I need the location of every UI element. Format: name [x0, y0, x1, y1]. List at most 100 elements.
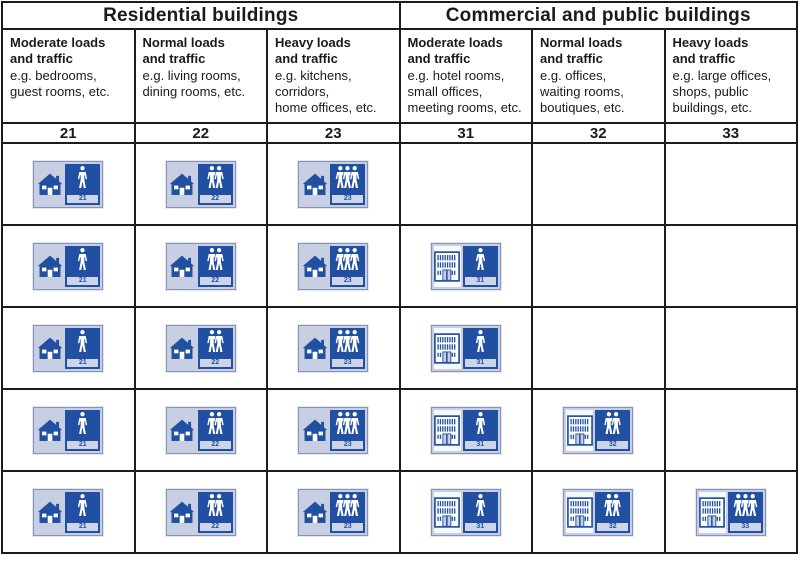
usage-class-cell-21: 21: [1, 306, 136, 390]
one-person-icon: [77, 164, 89, 189]
two-persons-icon: [206, 328, 225, 353]
usage-class-icon-23: 23: [298, 324, 369, 372]
column-examples: e.g. bedrooms, guest rooms, etc.: [10, 67, 110, 99]
one-person-icon: [474, 410, 486, 435]
persons-panel: 22: [197, 409, 233, 451]
usage-class-icon-22: 22: [165, 242, 236, 290]
persons-panel: 32: [595, 409, 631, 451]
column-header-31: Moderate loads and traffic e.g. hotel ro…: [398, 28, 533, 124]
office-building-icon: [566, 496, 593, 528]
house-panel: [36, 245, 64, 287]
class-number-label: 31: [464, 276, 496, 285]
house-icon: [302, 419, 328, 441]
house-icon: [37, 419, 63, 441]
class-number-label: 22: [199, 522, 231, 531]
class-number-label: 22: [199, 194, 231, 203]
class-number-label: 23: [332, 358, 364, 367]
usage-class-cell-21: 21: [1, 388, 136, 472]
house-panel: [301, 163, 329, 205]
commercial-group-header: Commercial and public buildings: [398, 1, 798, 30]
usage-class-cell-22: 22: [133, 224, 268, 308]
empty-cell: [663, 142, 798, 226]
usage-class-cell-31: 31: [398, 306, 533, 390]
class-number-label: 31: [464, 522, 496, 531]
column-examples: e.g. hotel rooms, small offices, meeting…: [407, 67, 522, 116]
class-number-label: 23: [332, 522, 364, 531]
usage-class-icon-21: 21: [33, 160, 104, 208]
column-examples: e.g. living rooms, dining rooms, etc.: [142, 67, 246, 99]
persons-panel: 32: [595, 491, 631, 533]
grid-body: 21 22 23 21 22 23 31 21 22 23 31 21 22 23 31 32 21 22 23 31…: [1, 142, 798, 554]
usage-class-table: Residential buildings Commercial and pub…: [1, 1, 798, 554]
persons-panel: 23: [330, 491, 366, 533]
office-building-icon: [434, 250, 461, 282]
usage-class-icon-21: 21: [33, 324, 104, 372]
house-panel: [168, 245, 196, 287]
usage-class-cell-32: 32: [531, 388, 666, 472]
usage-class-cell-21: 21: [1, 470, 136, 554]
usage-class-cell-23: 23: [266, 388, 401, 472]
office-building-panel: [566, 409, 594, 451]
office-building-panel: [433, 491, 461, 533]
class-code-23: 23: [266, 122, 401, 144]
usage-class-cell-23: 23: [266, 142, 401, 226]
usage-class-icon-21: 21: [33, 406, 104, 454]
house-panel: [168, 491, 196, 533]
grid-row: 21 22 23 31: [1, 224, 798, 308]
two-persons-icon: [206, 492, 225, 517]
office-building-icon: [434, 332, 461, 364]
two-persons-icon: [206, 164, 225, 189]
usage-class-icon-22: 22: [165, 406, 236, 454]
class-number-label: 21: [67, 276, 99, 285]
three-persons-icon: [335, 410, 361, 435]
house-icon: [169, 173, 195, 195]
house-panel: [168, 409, 196, 451]
column-header-32: Normal loads and traffic e.g. offices, w…: [531, 28, 666, 124]
three-persons-icon: [732, 492, 758, 517]
usage-class-cell-22: 22: [133, 388, 268, 472]
usage-class-cell-23: 23: [266, 470, 401, 554]
usage-class-icon-22: 22: [165, 488, 236, 536]
house-panel: [36, 409, 64, 451]
house-panel: [301, 327, 329, 369]
persons-panel: 21: [65, 409, 101, 451]
usage-class-icon-21: 21: [33, 242, 104, 290]
column-header-21: Moderate loads and traffic e.g. bedrooms…: [1, 28, 136, 124]
class-number-label: 32: [597, 522, 629, 531]
empty-cell: [531, 306, 666, 390]
house-icon: [169, 501, 195, 523]
class-number-label: 22: [199, 358, 231, 367]
one-person-icon: [474, 328, 486, 353]
two-persons-icon: [206, 246, 225, 271]
usage-class-cell-23: 23: [266, 224, 401, 308]
house-panel: [301, 245, 329, 287]
persons-panel: 21: [65, 163, 101, 205]
class-number-label: 31: [464, 440, 496, 449]
class-number-label: 22: [199, 276, 231, 285]
column-header-23: Heavy loads and traffic e.g. kitchens, c…: [266, 28, 401, 124]
residential-group-header: Residential buildings: [1, 1, 401, 30]
usage-class-icon-22: 22: [165, 160, 236, 208]
persons-panel: 22: [197, 491, 233, 533]
usage-class-cell-22: 22: [133, 470, 268, 554]
class-number-label: 21: [67, 358, 99, 367]
column-header-33: Heavy loads and traffic e.g. large offic…: [663, 28, 798, 124]
house-panel: [36, 163, 64, 205]
class-code-33: 33: [663, 122, 798, 144]
house-panel: [301, 409, 329, 451]
house-icon: [37, 337, 63, 359]
class-number-label: 21: [67, 522, 99, 531]
house-icon: [169, 337, 195, 359]
persons-panel: 31: [462, 245, 498, 287]
grid-row: 21 22 23 31 32: [1, 388, 798, 472]
usage-class-cell-21: 21: [1, 142, 136, 226]
column-examples: e.g. kitchens, corridors, home offices, …: [275, 67, 377, 116]
column-title: Normal loads and traffic: [142, 35, 225, 66]
empty-cell: [398, 142, 533, 226]
usage-class-cell-31: 31: [398, 388, 533, 472]
usage-class-cell-23: 23: [266, 306, 401, 390]
persons-panel: 22: [197, 245, 233, 287]
house-panel: [168, 163, 196, 205]
column-title: Normal loads and traffic: [540, 35, 623, 66]
persons-panel: 21: [65, 327, 101, 369]
